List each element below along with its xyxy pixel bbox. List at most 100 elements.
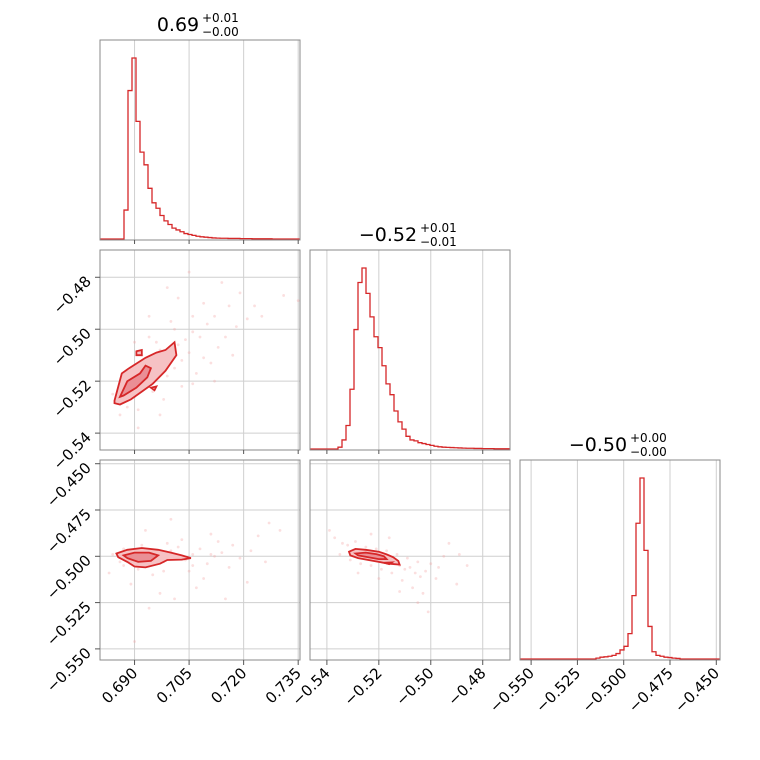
- scatter-point: [455, 582, 459, 586]
- y-tick-label: −0.475: [43, 505, 95, 557]
- scatter-point: [176, 545, 180, 549]
- scatter-point: [198, 335, 202, 339]
- scatter-point: [151, 573, 155, 577]
- scatter-point: [191, 314, 195, 318]
- histogram-line: [310, 267, 510, 450]
- scatter-point: [169, 517, 173, 521]
- scatter-point: [165, 374, 169, 378]
- scatter-point: [354, 540, 357, 543]
- scatter-point: [118, 413, 122, 417]
- x-tick-label: −0.48: [444, 664, 489, 709]
- scatter-point: [403, 567, 407, 571]
- scatter-point: [187, 569, 191, 573]
- scatter-point: [390, 571, 394, 575]
- scatter-point: [107, 571, 111, 575]
- scatter-point: [267, 521, 271, 525]
- title-value-2: −0.50: [569, 434, 627, 456]
- scatter-point: [162, 569, 166, 573]
- title-value-0: 0.69: [157, 14, 199, 36]
- scatter-point: [256, 534, 260, 538]
- scatter-point: [191, 553, 195, 556]
- scatter-point: [125, 405, 129, 409]
- title-err-plus-2: +0.00: [630, 431, 667, 445]
- scatter-point: [202, 577, 206, 580]
- scatter-point: [191, 564, 195, 567]
- x-tick-label: 0.690: [98, 664, 141, 707]
- scatter-point: [147, 314, 151, 318]
- x-tick-label: −0.525: [532, 664, 584, 716]
- scatter-point: [202, 356, 206, 360]
- panel-1-0: −0.54−0.52−0.50−0.48: [50, 249, 301, 473]
- scatter-point: [129, 582, 133, 586]
- scatter-point: [234, 325, 238, 329]
- contour-island: [135, 348, 143, 357]
- scatter-point: [416, 601, 420, 604]
- scatter-point: [191, 382, 195, 386]
- scatter-point: [416, 560, 420, 564]
- scatter-point: [133, 340, 136, 344]
- scatter-point: [264, 560, 267, 564]
- scatter-point: [227, 304, 231, 308]
- scatter-point: [213, 314, 216, 318]
- scatter-point: [385, 549, 389, 553]
- contour-island: [148, 385, 159, 392]
- scatter-point: [245, 580, 249, 584]
- x-tick-label: −0.500: [579, 664, 631, 716]
- scatter-point: [333, 536, 337, 540]
- title-err-minus-2: −0.00: [630, 445, 667, 459]
- panel-content: [328, 528, 469, 614]
- scatter-point: [158, 413, 162, 417]
- scatter-point: [169, 549, 173, 553]
- panel-frame: [519, 459, 721, 661]
- scatter-point: [421, 591, 425, 595]
- scatter-point: [429, 562, 433, 566]
- scatter-point: [457, 553, 461, 556]
- panel-frame: [99, 459, 301, 661]
- panel-content: [111, 270, 300, 430]
- scatter-point: [369, 564, 373, 567]
- scatter-point: [205, 562, 209, 566]
- scatter-point: [387, 536, 391, 540]
- scatter-point: [346, 543, 350, 547]
- scatter-point: [187, 351, 191, 354]
- scatter-point: [278, 528, 282, 532]
- scatter-point: [162, 397, 166, 401]
- scatter-point: [136, 408, 140, 412]
- title-param-1: −0.52 +0.01 −0.01: [359, 221, 457, 249]
- scatter-point: [424, 569, 427, 573]
- title-param-0: 0.69 +0.01 −0.00: [157, 11, 239, 39]
- scatter-point: [260, 314, 264, 318]
- scatter-point: [111, 392, 115, 396]
- panel-0-0: [99, 39, 301, 244]
- x-tick-label: 0.705: [153, 664, 196, 707]
- scatter-point: [224, 335, 227, 339]
- panel-content: [107, 517, 282, 643]
- title-err-plus-0: +0.01: [202, 11, 239, 25]
- scatter-point: [374, 547, 378, 551]
- scatter-point: [216, 346, 220, 349]
- scatter-point: [296, 299, 300, 303]
- panel-2-2: −0.550−0.525−0.500−0.475−0.450: [486, 459, 723, 716]
- scatter-point: [187, 270, 191, 274]
- title-value-1: −0.52: [359, 224, 417, 246]
- scatter-point: [209, 553, 213, 556]
- scatter-point: [191, 330, 195, 334]
- scatter-point: [198, 547, 202, 551]
- scatter-point: [395, 553, 399, 556]
- scatter-point: [224, 597, 227, 601]
- scatter-point: [227, 566, 231, 569]
- scatter-point: [369, 532, 373, 536]
- title-param-2: −0.50 +0.00 −0.00: [569, 431, 667, 459]
- panel-2-0: 0.690 0.705 0.720 0.735−0.550−0.525−0.500−0…: [43, 459, 305, 707]
- x-tick-label: −0.450: [671, 664, 723, 716]
- panel-content: [520, 477, 720, 660]
- scatter-point: [136, 567, 140, 571]
- scatter-point: [209, 532, 213, 536]
- scatter-point: [213, 554, 216, 558]
- scatter-point: [147, 335, 151, 339]
- scatter-point: [220, 551, 224, 554]
- scatter-point: [165, 541, 169, 545]
- panel-1-1: [309, 249, 511, 454]
- scatter-point: [173, 597, 176, 601]
- scatter-point: [338, 553, 342, 556]
